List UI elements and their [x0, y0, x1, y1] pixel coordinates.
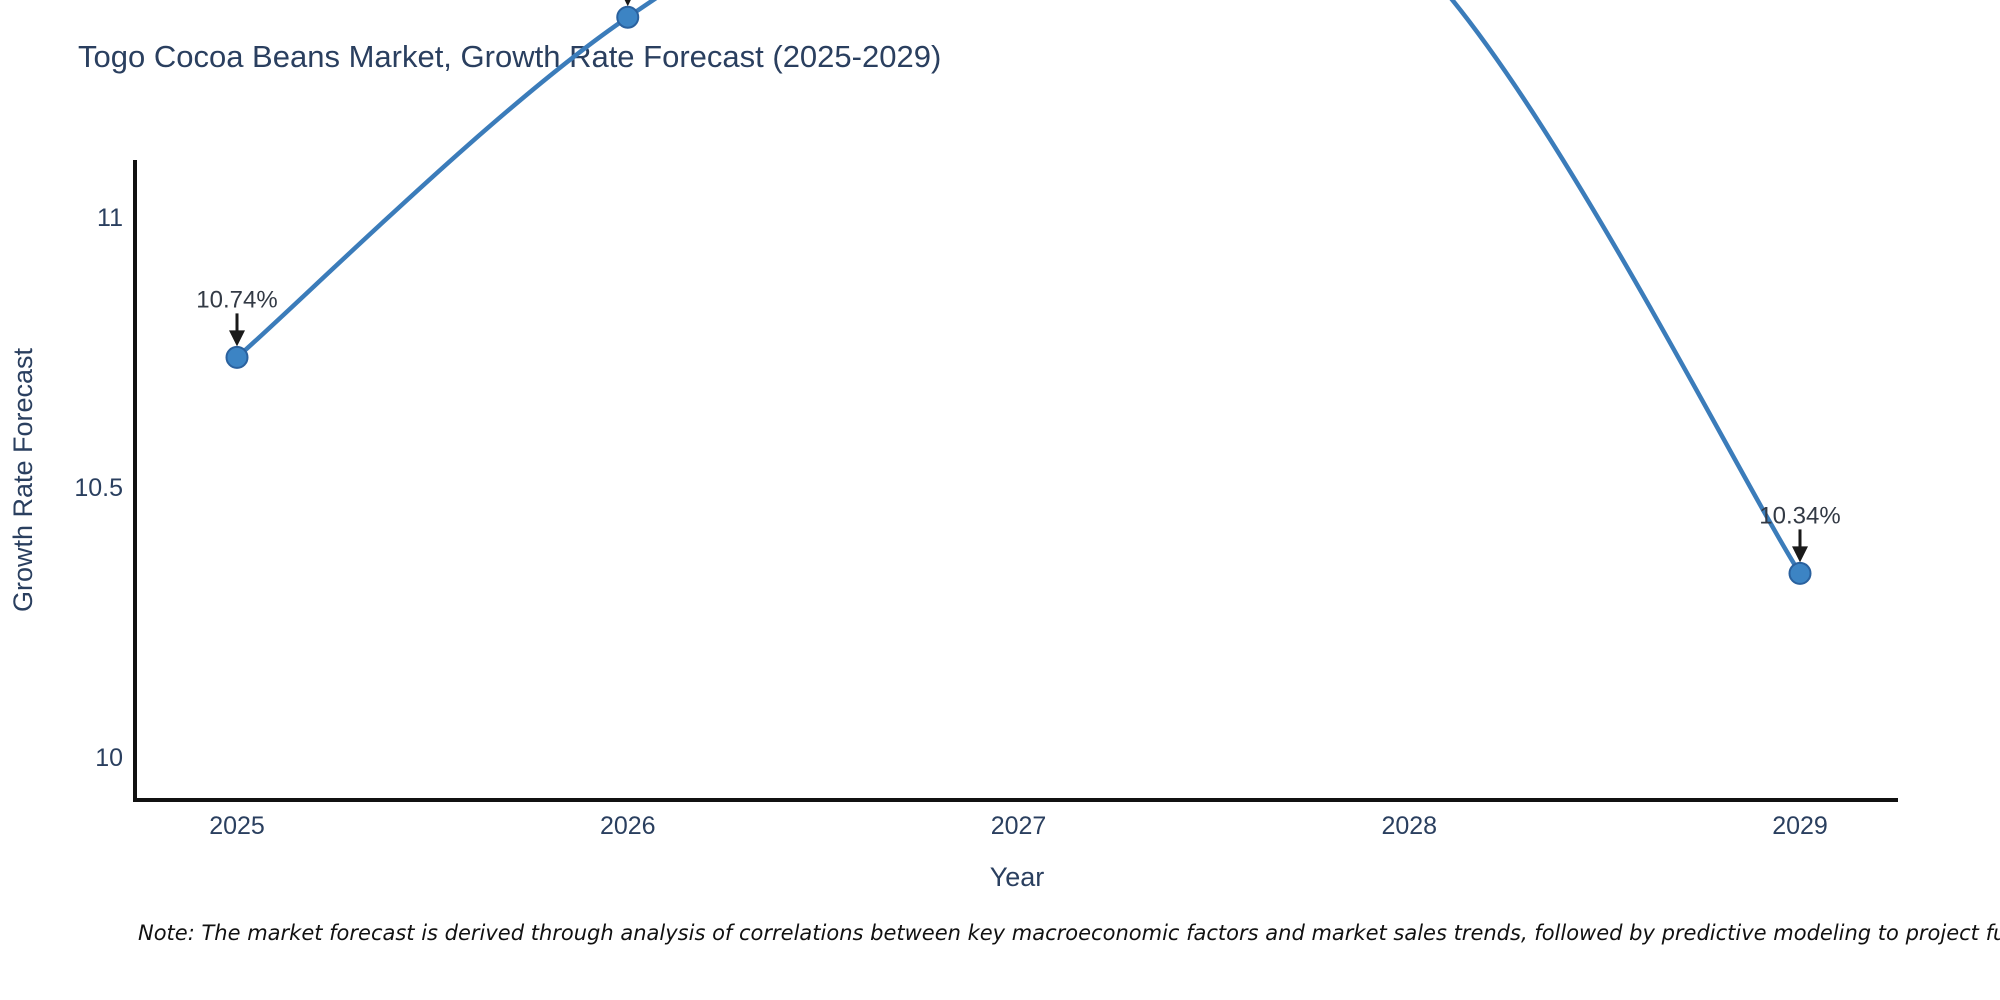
x-tick-label: 2027: [991, 812, 1047, 840]
y-axis-title: Growth Rate Forecast: [8, 347, 38, 612]
x-tick-label: 2029: [1772, 812, 1828, 840]
data-point-marker[interactable]: [225, 345, 249, 369]
data-point-marker[interactable]: [616, 5, 640, 29]
x-tick-label: 2028: [1381, 812, 1437, 840]
data-line: [234, 0, 1803, 576]
data-point-marker[interactable]: [1788, 561, 1812, 585]
y-tick-label: 11: [97, 204, 123, 232]
y-tick-label: 10: [95, 744, 123, 772]
axes-layer: [133, 160, 1898, 802]
annotations-layer: 10.74%11.37%11.72%11.49%10.34%: [196, 0, 1841, 563]
chart-title: Togo Cocoa Beans Market, Growth Rate For…: [78, 39, 941, 74]
annotation-label: 10.34%: [1759, 502, 1840, 529]
y-tick-label: 10.5: [74, 474, 123, 502]
plot-layer: [225, 0, 1812, 585]
annotation-arrowhead: [624, 0, 631, 7]
x-axis-title: Year: [990, 862, 1045, 892]
chart-note: Note: The market forecast is derived thr…: [138, 921, 2000, 945]
x-tick-label: 2026: [600, 812, 656, 840]
x-tick-label: 2025: [209, 812, 265, 840]
annotation-arrowhead: [1792, 546, 1808, 563]
annotation-arrowhead: [229, 330, 245, 347]
annotation-label: 10.74%: [196, 286, 277, 313]
